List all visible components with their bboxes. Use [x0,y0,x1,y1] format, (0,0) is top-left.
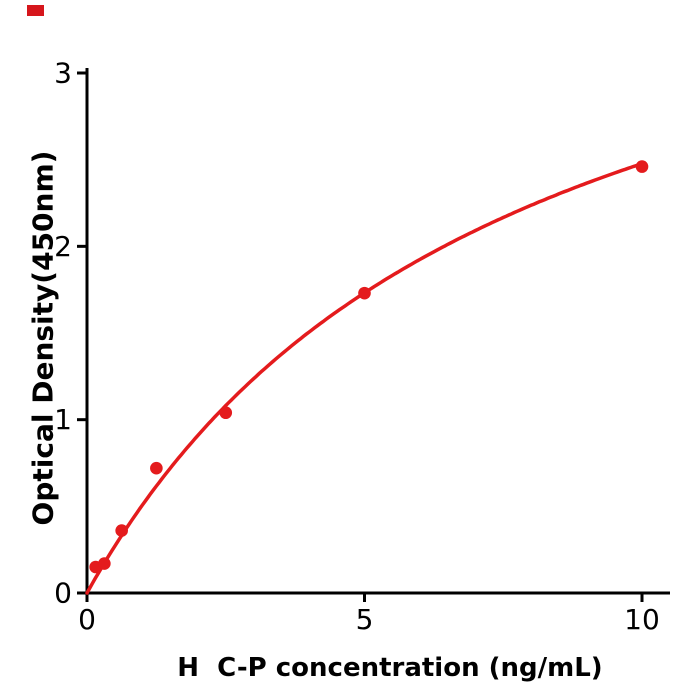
x-tick-label: 5 [356,603,374,636]
fit-curve-line [85,161,644,595]
x-tick-label: 10 [624,603,660,636]
data-point [219,406,233,420]
data-point [150,461,163,475]
y-tick-label: 3 [54,57,72,90]
data-point [98,557,111,570]
data-point [358,286,371,300]
y-tick-label: 0 [54,577,72,610]
data-point [115,524,128,537]
y-tick-label: 2 [54,230,72,263]
data-point [635,160,649,173]
logo-mark [27,5,44,16]
y-tick-label: 1 [54,403,72,436]
x-tick-label: 0 [78,603,96,636]
y-axis-title: Optical Density(450nm) [26,150,60,526]
x-axis-title: H C-P concentration (ng/mL) [177,653,603,683]
